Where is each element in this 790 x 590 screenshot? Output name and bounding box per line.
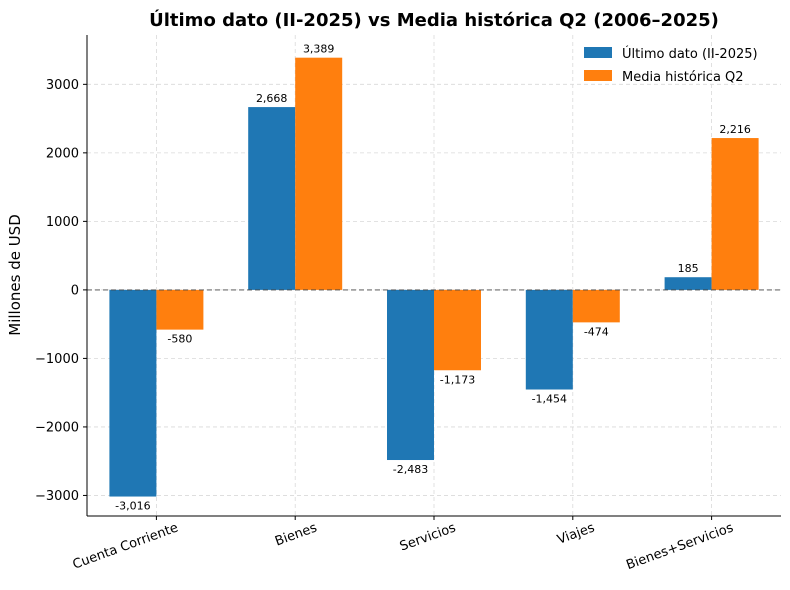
bar-media: [434, 289, 481, 371]
y-tick-label: 0: [71, 283, 79, 298]
x-tick-label: Bienes+Servicios: [624, 520, 735, 573]
y-tick-label: 2000: [46, 146, 79, 161]
y-tick-label: 1000: [46, 215, 79, 230]
bar-media: [711, 138, 759, 290]
legend-label-ultimo: Último dato (II-2025): [622, 46, 758, 62]
bar-value-label: 3,389: [303, 43, 335, 56]
bar-value-label: 2,668: [256, 92, 288, 105]
x-tick-label: Viajes: [555, 520, 597, 547]
legend-swatch-ultimo: [584, 47, 612, 58]
bar-value-label: -3,016: [115, 500, 150, 513]
chart-title: Último dato (II-2025) vs Media histórica…: [149, 9, 719, 31]
bar-labels: -3,016 -580 2,668 3,389 -2,483 -1,173 -1,454 -4…: [87, 43, 781, 513]
bar-media: [156, 289, 204, 330]
x-tick-label: Cuenta Corriente: [71, 520, 181, 572]
y-axis-label: Millones de USD: [6, 214, 24, 336]
bar-ultimo: [664, 277, 712, 290]
bar-ultimo: [387, 289, 434, 461]
bars: [109, 57, 759, 497]
legend-swatch-media: [584, 70, 612, 81]
bar-value-label: -1,173: [440, 373, 475, 386]
bar-ultimo: [109, 289, 157, 497]
bar-value-label: -580: [167, 333, 192, 346]
legend: Último dato (II-2025) Media histórica Q2: [584, 46, 758, 85]
y-tick-label: −1000: [35, 352, 79, 367]
y-tick-label: 3000: [46, 78, 79, 93]
bar-ultimo: [248, 107, 296, 290]
y-tick-label: −3000: [35, 489, 79, 504]
bar-media: [295, 57, 343, 290]
x-tick-label: Bienes: [273, 520, 319, 549]
x-tick-label: Servicios: [398, 520, 458, 554]
bar-value-label: -2,483: [393, 463, 428, 476]
bar-media: [572, 289, 620, 323]
bar-value-label: 185: [678, 262, 699, 275]
bar-value-label: 2,216: [719, 123, 751, 136]
bar-value-label: -1,454: [532, 393, 567, 406]
legend-label-media: Media histórica Q2: [622, 70, 744, 85]
bar-ultimo: [525, 289, 573, 390]
bar-value-label: -474: [584, 325, 609, 338]
y-tick-label: −2000: [35, 420, 79, 435]
